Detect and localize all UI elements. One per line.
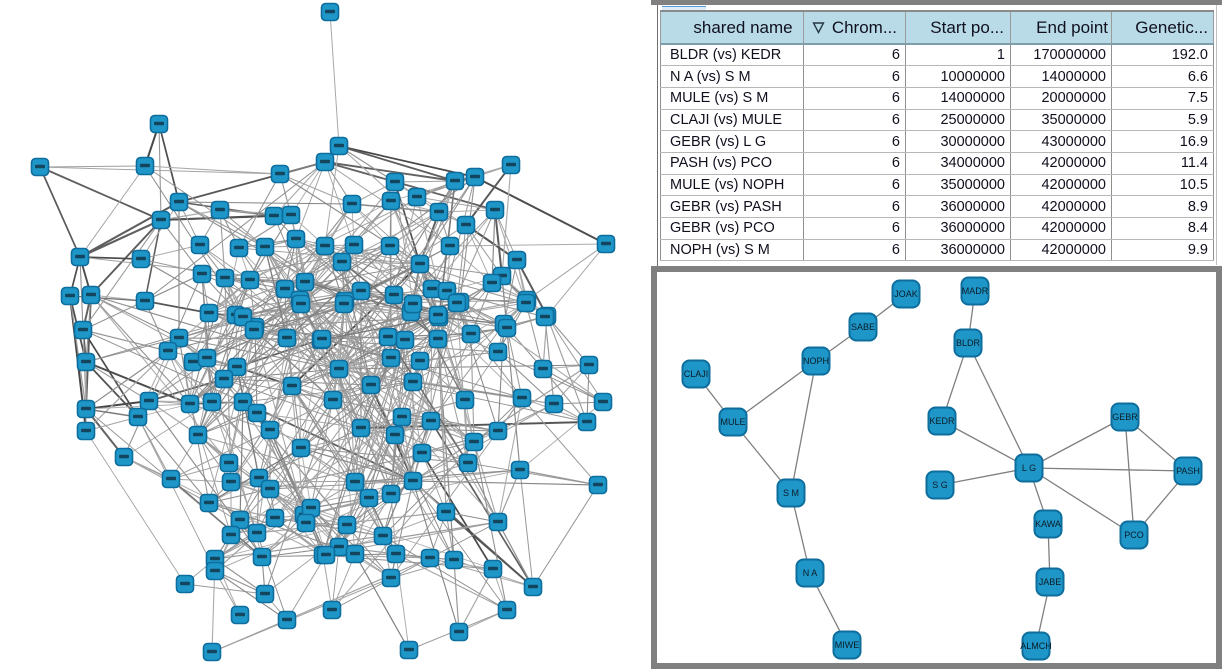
svg-text:GEBR: GEBR [1112,412,1138,422]
svg-text:KEDR: KEDR [929,416,955,426]
svg-text:MULE: MULE [720,417,745,427]
svg-text:ALMCH: ALMCH [1020,641,1052,651]
svg-text:SABE: SABE [851,322,875,332]
svg-text:BLDR: BLDR [956,338,981,348]
svg-text:S M: S M [783,488,799,498]
svg-text:KAWA: KAWA [1035,519,1061,529]
svg-text:PASH: PASH [1176,466,1200,476]
svg-text:S G: S G [932,480,948,490]
svg-text:L G: L G [1022,463,1036,473]
svg-text:CLAJI: CLAJI [684,369,709,379]
svg-text:N A: N A [803,568,818,578]
svg-text:JABE: JABE [1039,577,1062,587]
svg-text:NOPH: NOPH [803,356,829,366]
svg-text:JOAK: JOAK [894,289,918,299]
svg-text:MADR: MADR [962,286,989,296]
svg-text:MIWE: MIWE [835,640,860,650]
svg-text:PCO: PCO [1124,530,1144,540]
